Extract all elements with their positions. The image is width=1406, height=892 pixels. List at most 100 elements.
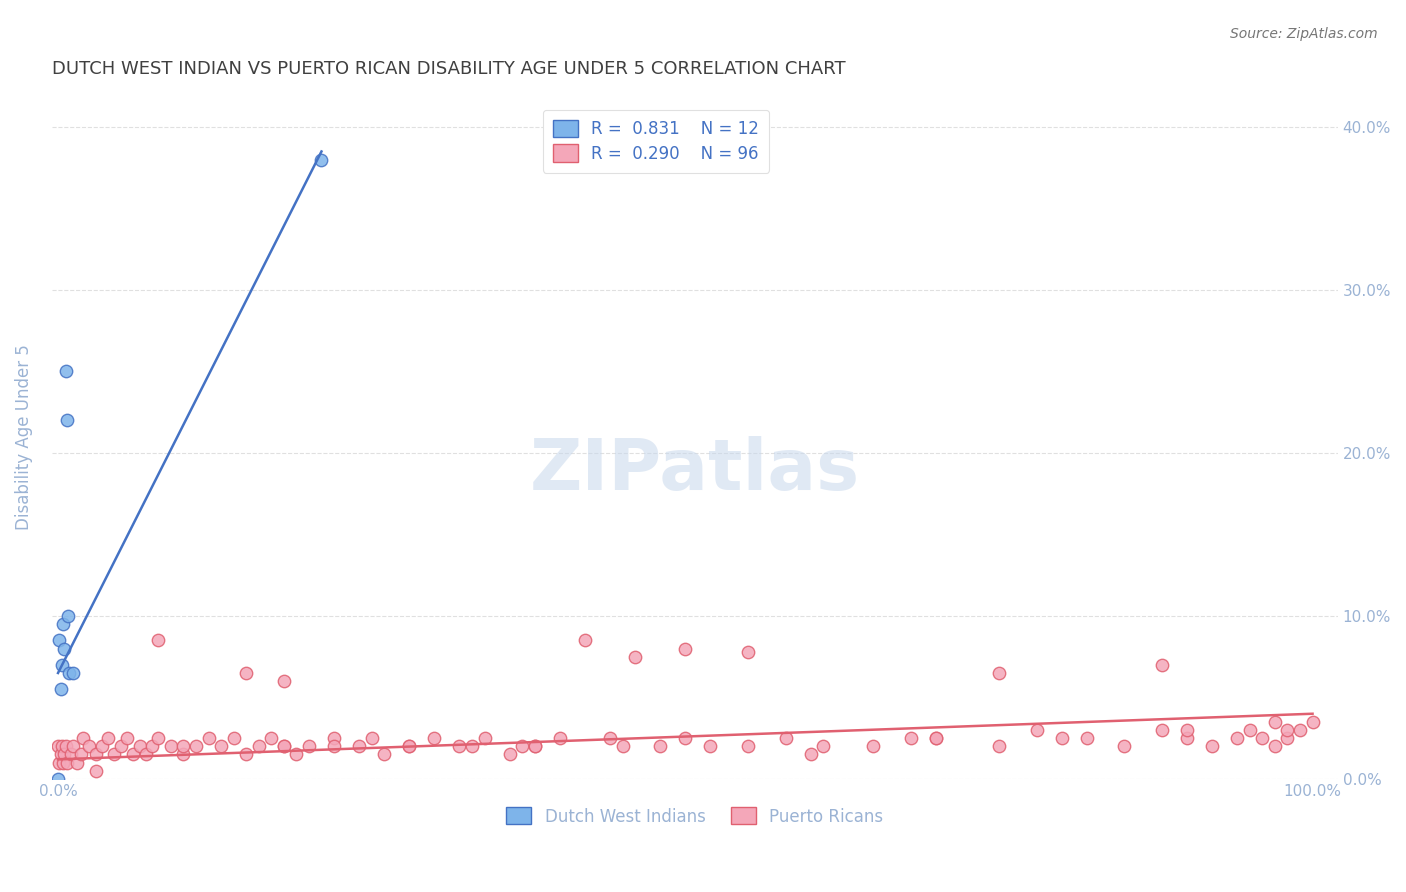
Point	[285, 747, 308, 762]
Point	[69, 747, 91, 762]
Point	[53, 747, 76, 762]
Point	[775, 731, 797, 746]
Point	[135, 747, 157, 762]
Point	[548, 731, 571, 746]
Point	[1175, 731, 1198, 746]
Point	[699, 739, 721, 754]
Point	[673, 641, 696, 656]
Point	[650, 739, 672, 754]
Point	[62, 665, 84, 680]
Point	[148, 633, 170, 648]
Point	[398, 739, 420, 754]
Point	[1264, 739, 1286, 754]
Point	[273, 739, 295, 754]
Point	[273, 674, 295, 689]
Point	[599, 731, 621, 746]
Point	[72, 731, 94, 746]
Point	[323, 739, 346, 754]
Point	[55, 364, 77, 378]
Point	[110, 739, 132, 754]
Point	[1264, 714, 1286, 729]
Point	[624, 649, 647, 664]
Y-axis label: Disability Age Under 5: Disability Age Under 5	[15, 343, 32, 530]
Point	[1175, 723, 1198, 737]
Point	[360, 731, 382, 746]
Point	[1114, 739, 1136, 754]
Point	[235, 747, 257, 762]
Point	[247, 739, 270, 754]
Point	[148, 731, 170, 746]
Point	[46, 739, 69, 754]
Text: DUTCH WEST INDIAN VS PUERTO RICAN DISABILITY AGE UNDER 5 CORRELATION CHART: DUTCH WEST INDIAN VS PUERTO RICAN DISABI…	[52, 60, 845, 78]
Point	[52, 617, 75, 632]
Text: ZIPatlas: ZIPatlas	[530, 436, 859, 506]
Point	[498, 747, 520, 762]
Point	[1201, 739, 1223, 754]
Point	[51, 657, 73, 672]
Point	[62, 739, 84, 754]
Point	[900, 731, 922, 746]
Point	[1050, 731, 1073, 746]
Point	[925, 731, 948, 746]
Point	[55, 739, 77, 754]
Point	[197, 731, 219, 746]
Point	[1239, 723, 1261, 737]
Point	[97, 731, 120, 746]
Point	[1025, 723, 1047, 737]
Point	[56, 413, 79, 427]
Point	[737, 645, 759, 659]
Point	[53, 641, 76, 656]
Point	[1226, 731, 1249, 746]
Point	[209, 739, 232, 754]
Point	[115, 731, 138, 746]
Point	[222, 731, 245, 746]
Point	[987, 665, 1010, 680]
Point	[1277, 731, 1299, 746]
Point	[128, 739, 150, 754]
Point	[103, 747, 125, 762]
Point	[90, 739, 112, 754]
Point	[184, 739, 207, 754]
Point	[49, 682, 72, 697]
Point	[122, 747, 145, 762]
Point	[79, 739, 101, 754]
Point	[737, 739, 759, 754]
Text: Source: ZipAtlas.com: Source: ZipAtlas.com	[1230, 27, 1378, 41]
Point	[862, 739, 884, 754]
Point	[84, 764, 107, 778]
Point	[298, 739, 321, 754]
Point	[987, 739, 1010, 754]
Point	[58, 665, 80, 680]
Point	[373, 747, 395, 762]
Point	[84, 747, 107, 762]
Point	[925, 731, 948, 746]
Point	[172, 747, 194, 762]
Point	[813, 739, 835, 754]
Point	[347, 739, 370, 754]
Point	[474, 731, 496, 746]
Point	[523, 739, 546, 754]
Point	[673, 731, 696, 746]
Point	[56, 756, 79, 770]
Point	[523, 739, 546, 754]
Point	[56, 609, 79, 624]
Point	[59, 747, 82, 762]
Point	[461, 739, 484, 754]
Point	[49, 747, 72, 762]
Point	[574, 633, 596, 648]
Point	[1302, 714, 1324, 729]
Point	[398, 739, 420, 754]
Point	[46, 772, 69, 786]
Point	[51, 739, 73, 754]
Point	[1277, 723, 1299, 737]
Point	[1076, 731, 1098, 746]
Point	[273, 739, 295, 754]
Point	[612, 739, 634, 754]
Point	[141, 739, 163, 754]
Point	[48, 756, 70, 770]
Point	[800, 747, 823, 762]
Point	[66, 756, 89, 770]
Point	[311, 153, 333, 167]
Point	[1150, 723, 1173, 737]
Point	[172, 739, 194, 754]
